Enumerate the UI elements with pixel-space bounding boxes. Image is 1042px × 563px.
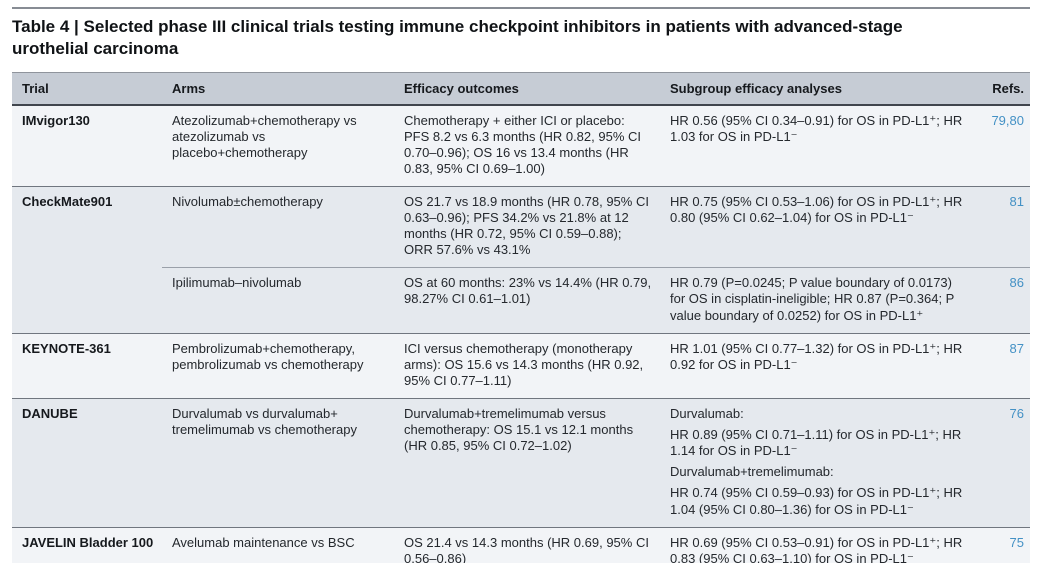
subgroup-line: Durvalumab+tremelimumab: xyxy=(670,464,834,480)
arms-cell: Atezolizumab+chemotherapy vs atezolizuma… xyxy=(162,104,394,187)
arms-cell: Nivolumab±chemotherapy xyxy=(162,185,394,268)
column-header-refs: Refs. xyxy=(978,71,1030,106)
trial-name: IMvigor130 xyxy=(12,104,162,187)
table-row-javelin-bladder100: JAVELIN Bladder 100 Avelumab maintenance… xyxy=(12,526,1030,563)
subgroup-cell: HR 0.79 (P=0.0245; P value boundary of 0… xyxy=(660,267,978,334)
header-row: Trial Arms Efficacy outcomes Subgroup ef… xyxy=(12,71,1030,106)
table-row-keynote361: KEYNOTE-361 Pembrolizumab+chemotherapy, … xyxy=(12,332,1030,399)
column-header-efficacy: Efficacy outcomes xyxy=(394,71,660,106)
subgroup-line: HR 0.74 (95% CI 0.59–0.93) for OS in PD-… xyxy=(670,485,963,517)
table-title: Table 4 | Selected phase III clinical tr… xyxy=(12,17,903,58)
subgroup-line: HR 1.01 (95% CI 0.77–1.32) for OS in PD-… xyxy=(670,340,963,372)
table-row-imvigor130: IMvigor130 Atezolizumab+chemotherapy vs … xyxy=(12,104,1030,187)
table-figure: Table 4 | Selected phase III clinical tr… xyxy=(12,0,1030,563)
subgroup-line: HR 0.75 (95% CI 0.53–1.06) for OS in PD-… xyxy=(670,193,963,226)
subgroup-cell: HR 0.75 (95% CI 0.53–1.06) for OS in PD-… xyxy=(660,185,978,268)
subgroup-line: HR 0.79 (P=0.0245; P value boundary of 0… xyxy=(670,275,955,323)
clinical-trials-table: Trial Arms Efficacy outcomes Subgroup ef… xyxy=(12,71,1030,563)
subgroup-cell: HR 0.56 (95% CI 0.34–0.91) for OS in PD-… xyxy=(660,104,978,187)
top-rule xyxy=(12,7,1030,9)
trial-name: KEYNOTE-361 xyxy=(12,332,162,399)
table-row-danube: DANUBE Durvalumab vs durvalumab+ tremeli… xyxy=(12,398,1030,528)
efficacy-cell: Chemotherapy + either ICI or placebo: PF… xyxy=(394,104,660,187)
refs-link[interactable]: 75 xyxy=(978,526,1030,563)
refs-link[interactable]: 79,80 xyxy=(978,104,1030,187)
subgroup-cell: HR 1.01 (95% CI 0.77–1.32) for OS in PD-… xyxy=(660,332,978,399)
column-header-arms: Arms xyxy=(162,71,394,106)
arms-cell: Ipilimumab–nivolumab xyxy=(162,267,394,334)
trial-name-empty xyxy=(12,267,162,334)
arms-cell: Durvalumab vs durvalumab+ tremelimumab v… xyxy=(162,398,394,528)
refs-link[interactable]: 76 xyxy=(978,398,1030,528)
column-header-subgroup: Subgroup efficacy analyses xyxy=(660,71,978,106)
refs-link[interactable]: 87 xyxy=(978,332,1030,399)
refs-link[interactable]: 86 xyxy=(978,267,1030,334)
subgroup-line: HR 0.69 (95% CI 0.53–0.91) for OS in PD-… xyxy=(670,534,963,563)
subgroup-cell: Durvalumab: HR 0.89 (95% CI 0.71–1.11) f… xyxy=(660,398,978,528)
table-row-checkmate901-ipilimumab: Ipilimumab–nivolumab OS at 60 months: 23… xyxy=(12,267,1030,334)
trial-name: JAVELIN Bladder 100 xyxy=(12,526,162,563)
table-row-checkmate901-nivolumab: CheckMate901 Nivolumab±chemotherapy OS 2… xyxy=(12,185,1030,268)
column-header-trial: Trial xyxy=(12,71,162,106)
efficacy-cell: OS 21.7 vs 18.9 months (HR 0.78, 95% CI … xyxy=(394,185,660,268)
refs-link[interactable]: 81 xyxy=(978,185,1030,268)
trial-name: DANUBE xyxy=(12,398,162,528)
arms-cell: Pembrolizumab+chemotherapy, pembrolizuma… xyxy=(162,332,394,399)
efficacy-cell: ICI versus chemotherapy (monotherapy arm… xyxy=(394,332,660,399)
efficacy-cell: OS at 60 months: 23% vs 14.4% (HR 0.79, … xyxy=(394,267,660,334)
subgroup-line: HR 0.56 (95% CI 0.34–0.91) for OS in PD-… xyxy=(670,112,963,144)
subgroup-cell: HR 0.69 (95% CI 0.53–0.91) for OS in PD-… xyxy=(660,526,978,563)
trial-name: CheckMate901 xyxy=(12,185,162,268)
efficacy-cell: Durvalumab+tremelimumab versus chemother… xyxy=(394,398,660,528)
subgroup-line: Durvalumab: xyxy=(670,406,744,422)
efficacy-cell: OS 21.4 vs 14.3 months (HR 0.69, 95% CI … xyxy=(394,526,660,563)
subgroup-line: HR 0.89 (95% CI 0.71–1.11) for OS in PD-… xyxy=(670,427,962,459)
arms-cell: Avelumab maintenance vs BSC xyxy=(162,526,394,563)
table-header: Trial Arms Efficacy outcomes Subgroup ef… xyxy=(12,71,1030,106)
